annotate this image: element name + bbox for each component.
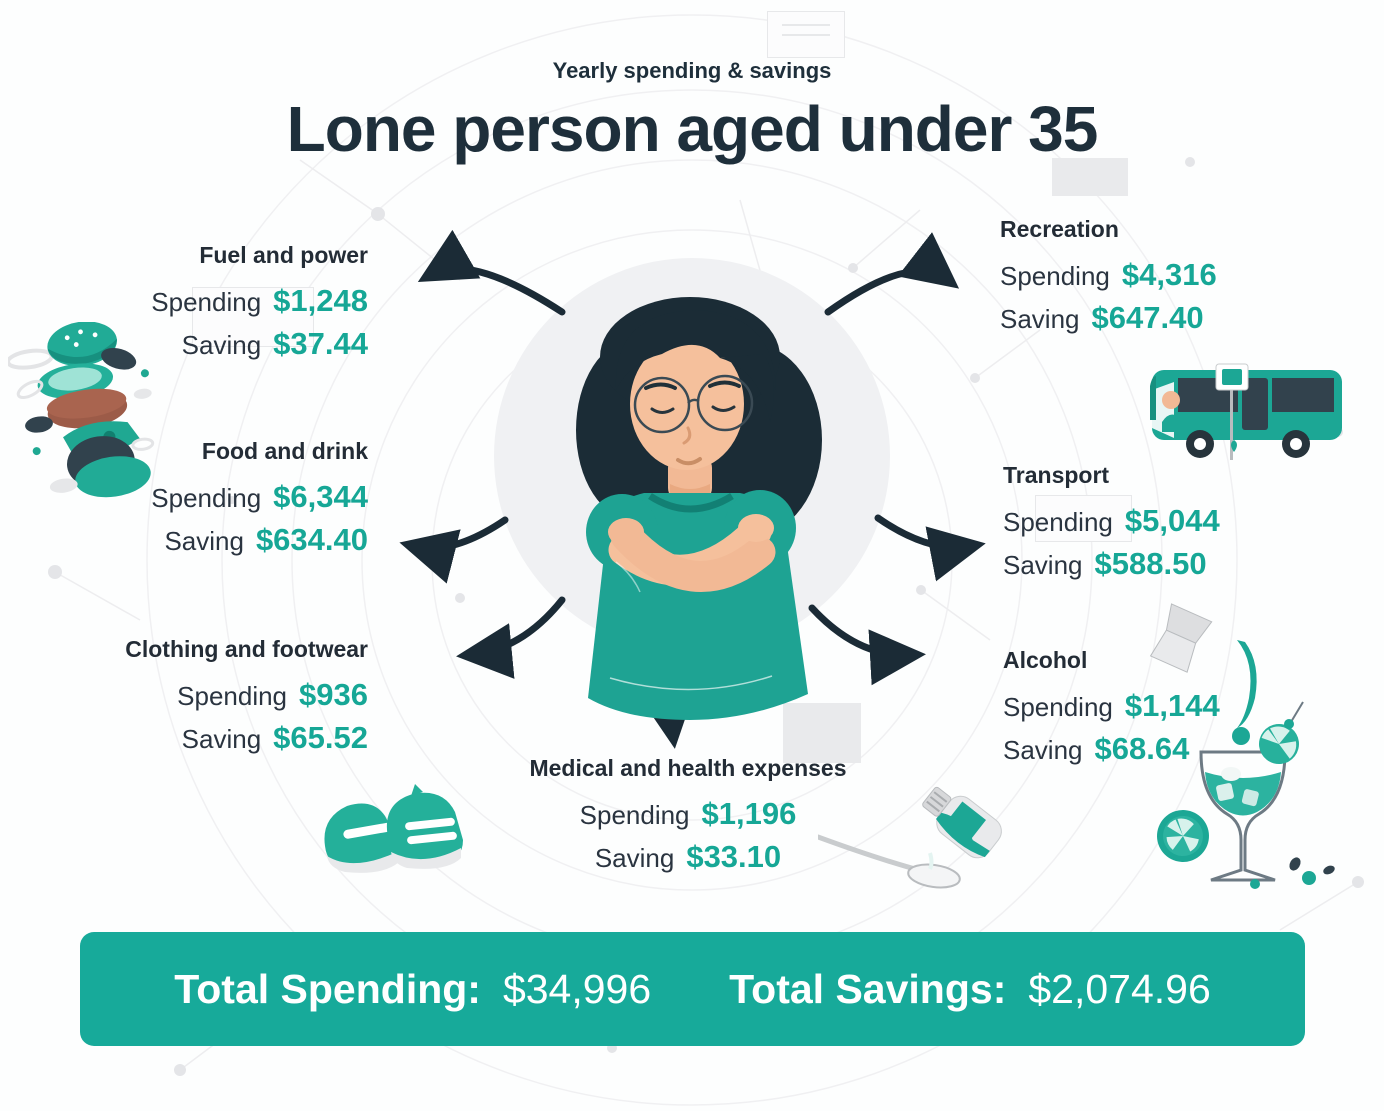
spending-value: $1,144 <box>1124 688 1220 723</box>
saving-row: Saving $634.40 <box>120 522 368 558</box>
spending-row: Spending $6,344 <box>120 479 368 515</box>
spending-value: $5,044 <box>1124 503 1220 538</box>
spending-label: Spending <box>1003 507 1113 537</box>
saving-label: Saving <box>1000 304 1080 334</box>
page-title: Lone person aged under 35 <box>286 93 1099 165</box>
category-fuel-and-power: Fuel and power Spending $1,248 Saving $3… <box>120 242 368 369</box>
total-savings-label: Total Savings: <box>729 965 1007 1012</box>
saving-row: Saving $588.50 <box>1003 546 1333 582</box>
saving-label: Saving <box>1003 735 1083 765</box>
spending-value: $6,344 <box>273 479 368 514</box>
category-title: Transport <box>1003 462 1110 488</box>
bus-icon <box>1150 363 1342 460</box>
spending-row: Spending $1,144 <box>1003 688 1333 724</box>
saving-label: Saving <box>181 330 262 360</box>
spending-label: Spending <box>177 681 288 711</box>
category-alcohol: Alcohol Spending $1,144 Saving $68.64 <box>1003 647 1333 774</box>
category-recreation: Recreation Spending $4,316 Saving $647.4… <box>1000 216 1330 343</box>
category-title: Clothing and footwear <box>125 636 368 662</box>
medicine-spoon-icon <box>818 786 1002 889</box>
spending-value: $4,316 <box>1121 257 1217 292</box>
spending-row: Spending $936 <box>60 677 368 713</box>
saving-value: $68.64 <box>1094 731 1190 766</box>
total-spending-value: $34,996 <box>502 965 652 1012</box>
arrow-fuel-and-power <box>417 229 566 316</box>
arrow-food-and-drink <box>399 516 509 584</box>
saving-value: $647.40 <box>1091 300 1204 335</box>
cocktail-icon <box>1149 603 1335 889</box>
decor-box-1 <box>1052 158 1128 196</box>
saving-row: Saving $647.40 <box>1000 300 1330 336</box>
arrow-alcohol <box>808 604 926 686</box>
spending-label: Spending <box>151 483 262 513</box>
saving-value: $33.10 <box>686 839 782 874</box>
saving-value: $37.44 <box>273 326 368 361</box>
saving-label: Saving <box>594 843 675 873</box>
decor-card <box>767 11 845 58</box>
category-transport: Transport Spending $5,044 Saving $588.50 <box>1003 462 1333 589</box>
saving-row: Saving $33.10 <box>473 839 903 875</box>
spending-label: Spending <box>1003 692 1113 722</box>
spending-row: Spending $1,248 <box>120 283 368 319</box>
baby-shoes-icon <box>324 784 463 873</box>
total-spending-label: Total Spending: <box>174 965 481 1012</box>
spending-row: Spending $4,316 <box>1000 257 1330 293</box>
arrow-recreation <box>824 232 960 316</box>
saving-value: $634.40 <box>255 522 368 557</box>
decor-box-3 <box>192 287 314 347</box>
spending-label: Spending <box>579 800 690 830</box>
saving-label: Saving <box>164 526 244 556</box>
spending-value: $936 <box>299 677 368 712</box>
category-food-and-drink: Food and drink Spending $6,344 Saving $6… <box>120 438 368 565</box>
arrow-transport <box>874 514 986 582</box>
saving-value: $65.52 <box>273 720 368 755</box>
saving-row: Saving $37.44 <box>120 326 368 362</box>
saving-value: $588.50 <box>1094 546 1207 581</box>
saving-row: Saving $68.64 <box>1003 731 1333 767</box>
spending-value: $1,196 <box>701 796 797 831</box>
category-title: Food and drink <box>201 438 368 464</box>
total-savings-value: $2,074.96 <box>1028 965 1211 1012</box>
saving-label: Saving <box>1003 550 1083 580</box>
spending-label: Spending <box>1000 261 1110 291</box>
spending-value: $1,248 <box>273 283 368 318</box>
spending-row: Spending $1,196 <box>473 796 903 832</box>
category-title: Recreation <box>1000 216 1119 242</box>
decor-box-2 <box>783 703 861 763</box>
burger-icon <box>8 322 155 498</box>
category-title: Alcohol <box>1003 647 1088 673</box>
infographic-subtitle: Yearly spending & savings <box>552 58 832 83</box>
spending-row: Spending $5,044 <box>1003 503 1333 539</box>
category-title: Medical and health expenses <box>529 755 847 781</box>
saving-row: Saving $65.52 <box>60 720 368 756</box>
totals-bar: Total Spending: $34,996 Total Savings: $… <box>80 932 1305 1046</box>
decor-box-4 <box>1035 495 1132 542</box>
woman-hugging-herself-illustration <box>576 297 822 720</box>
category-title: Fuel and power <box>199 242 368 268</box>
category-clothing-and-footwear: Clothing and footwear Spending $936 Savi… <box>60 636 368 763</box>
arrow-clothing <box>456 596 566 679</box>
saving-label: Saving <box>181 724 262 754</box>
spending-label: Spending <box>151 287 262 317</box>
category-medical-and-health: Medical and health expenses Spending $1,… <box>473 755 903 882</box>
